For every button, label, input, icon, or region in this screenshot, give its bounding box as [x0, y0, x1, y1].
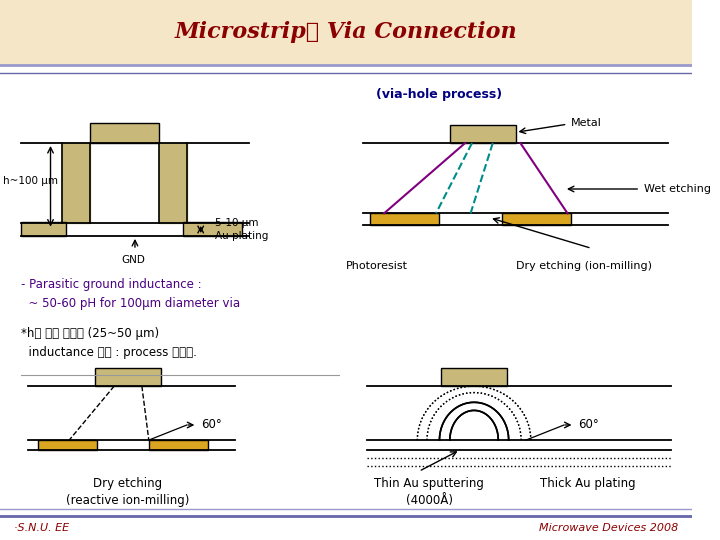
Text: Dry etching (ion-milling): Dry etching (ion-milling)	[516, 261, 652, 271]
Bar	[450, 125, 516, 143]
Bar	[184, 222, 242, 236]
Polygon shape	[159, 143, 187, 223]
Text: 60°: 60°	[578, 418, 598, 431]
Bar	[38, 440, 97, 450]
Text: Thick Au plating: Thick Au plating	[541, 477, 636, 490]
Text: 5-10 μm
Au plating: 5-10 μm Au plating	[215, 218, 268, 241]
Bar	[149, 440, 207, 450]
Bar	[502, 213, 571, 225]
Bar	[441, 368, 508, 386]
Text: Wet etching: Wet etching	[644, 184, 711, 194]
Bar	[95, 368, 161, 386]
Text: 60°: 60°	[201, 418, 222, 431]
Text: - Parasitic ground inductance :
  ~ 50-60 pH for 100μm diameter via: - Parasitic ground inductance : ~ 50-60 …	[21, 278, 240, 310]
Polygon shape	[63, 143, 90, 223]
FancyBboxPatch shape	[0, 0, 692, 65]
Text: Microstrip의 Via Connection: Microstrip의 Via Connection	[175, 22, 518, 43]
Text: (via-hole process): (via-hole process)	[377, 88, 503, 101]
Text: *h를 작게 해주면 (25~50 μm)
  inductance 감소 : process 어려움.: *h를 작게 해주면 (25~50 μm) inductance 감소 : pr…	[21, 327, 197, 359]
Bar	[21, 222, 66, 236]
Text: Photoresist: Photoresist	[346, 261, 408, 271]
Text: h~100 μm: h~100 μm	[4, 176, 58, 186]
Text: Microwave Devices 2008: Microwave Devices 2008	[539, 523, 678, 533]
Text: Thin Au sputtering
(4000Å): Thin Au sputtering (4000Å)	[374, 477, 484, 508]
Bar	[90, 123, 159, 143]
Text: ·S.N.U. EE: ·S.N.U. EE	[14, 523, 69, 533]
Bar	[370, 213, 439, 225]
Text: GND: GND	[121, 255, 145, 266]
Text: Dry etching
(reactive ion-milling): Dry etching (reactive ion-milling)	[66, 477, 189, 508]
Text: Metal: Metal	[571, 118, 602, 127]
